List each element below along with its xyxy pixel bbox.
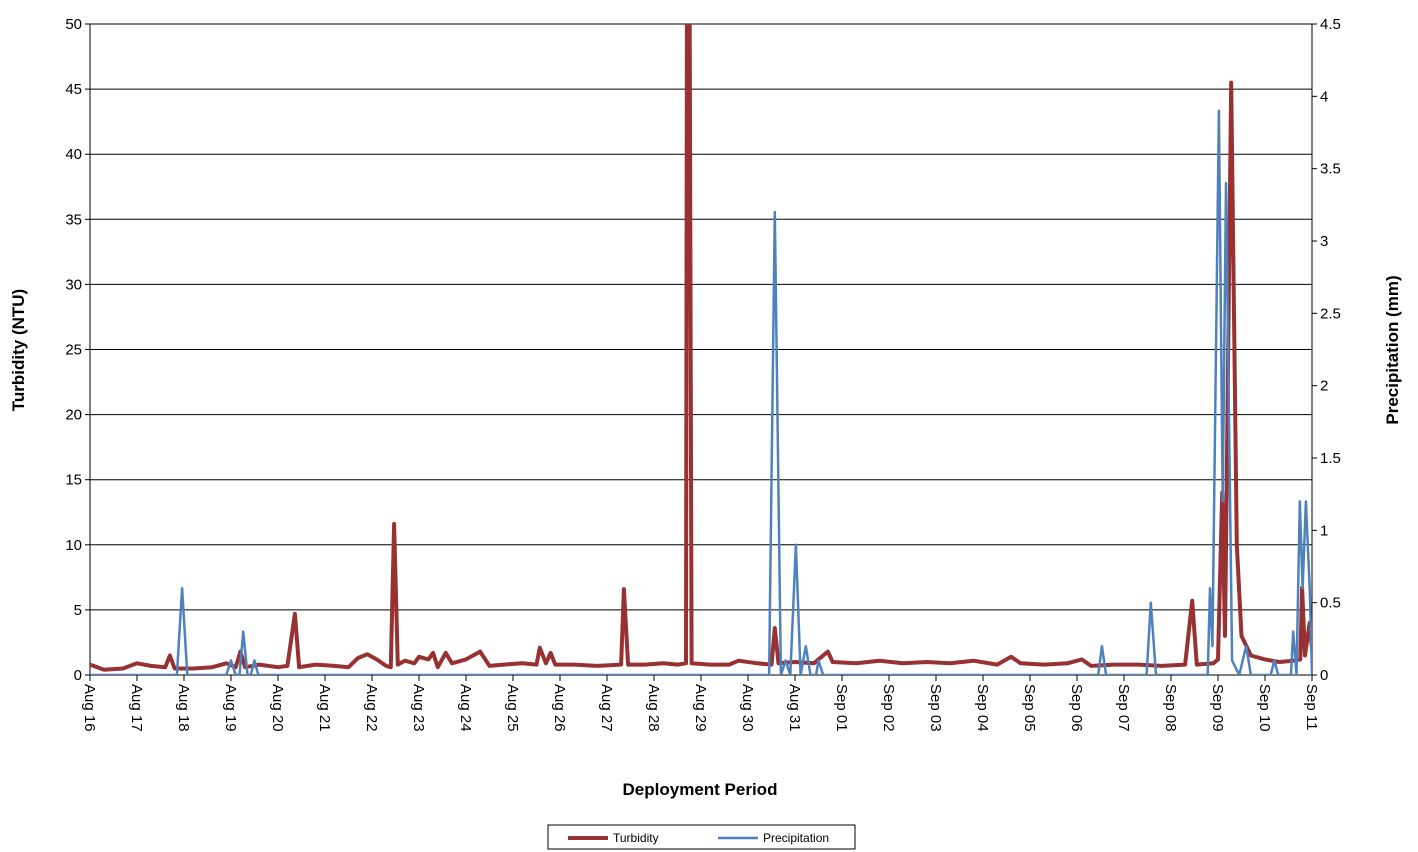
y-tick-label: 25 [65,342,82,359]
y2-tick-label: 3 [1320,233,1328,250]
x-tick-label: Sep 08 [1162,684,1179,732]
x-tick-label: Sep 06 [1068,684,1085,732]
x-tick-label: Aug 16 [81,684,98,732]
x-tick-label: Aug 29 [692,684,709,732]
y2-axis-title: Precipitation (mm) [1383,275,1402,424]
x-tick-label: Aug 23 [410,684,427,732]
y-axis-title: Turbidity (NTU) [9,289,28,411]
x-tick-label: Sep 05 [1021,684,1038,732]
x-tick-label: Aug 25 [504,684,521,732]
legend-label: Turbidity [613,831,659,845]
x-tick-label: Sep 04 [974,684,991,732]
y2-tick-label: 4.5 [1320,16,1341,33]
y2-tick-label: 0 [1320,667,1328,684]
x-tick-label: Aug 19 [222,684,239,732]
y-tick-label: 15 [65,472,82,489]
x-tick-label: Sep 03 [927,684,944,732]
y-tick-label: 20 [65,407,82,424]
x-tick-label: Sep 01 [833,684,850,732]
x-tick-label: Aug 30 [739,684,756,732]
x-axis-title: Deployment Period [623,780,778,799]
y-tick-label: 10 [65,537,82,554]
y-tick-label: 30 [65,276,82,293]
x-tick-label: Aug 21 [316,684,333,732]
y-tick-label: 35 [65,211,82,228]
y-tick-label: 40 [65,146,82,163]
y-tick-label: 5 [74,602,82,619]
x-tick-label: Aug 17 [128,684,145,732]
x-tick-label: Aug 27 [598,684,615,732]
y2-tick-label: 3.5 [1320,161,1341,178]
x-tick-label: Sep 09 [1209,684,1226,732]
y2-tick-label: 0.5 [1320,595,1341,612]
x-tick-label: Aug 26 [551,684,568,732]
x-tick-label: Aug 24 [457,684,474,732]
x-tick-label: Aug 31 [786,684,803,732]
legend-label: Precipitation [763,831,829,845]
x-tick-label: Aug 28 [645,684,662,732]
x-tick-label: Sep 11 [1303,684,1320,730]
x-tick-label: Aug 22 [363,684,380,732]
y-tick-label: 45 [65,81,82,98]
series-line [90,109,1312,675]
x-tick-label: Aug 20 [269,684,286,732]
y2-tick-label: 1.5 [1320,450,1341,467]
y2-tick-label: 2.5 [1320,305,1341,322]
x-tick-label: Sep 10 [1256,684,1273,732]
series-line [90,24,1312,672]
y2-tick-label: 2 [1320,378,1328,395]
y-tick-label: 0 [74,667,82,684]
y2-tick-label: 1 [1320,522,1328,539]
x-tick-label: Aug 18 [175,684,192,732]
x-tick-label: Sep 02 [880,684,897,732]
y2-tick-label: 4 [1320,88,1328,105]
x-tick-label: Sep 07 [1115,684,1132,732]
y-tick-label: 50 [65,16,82,33]
